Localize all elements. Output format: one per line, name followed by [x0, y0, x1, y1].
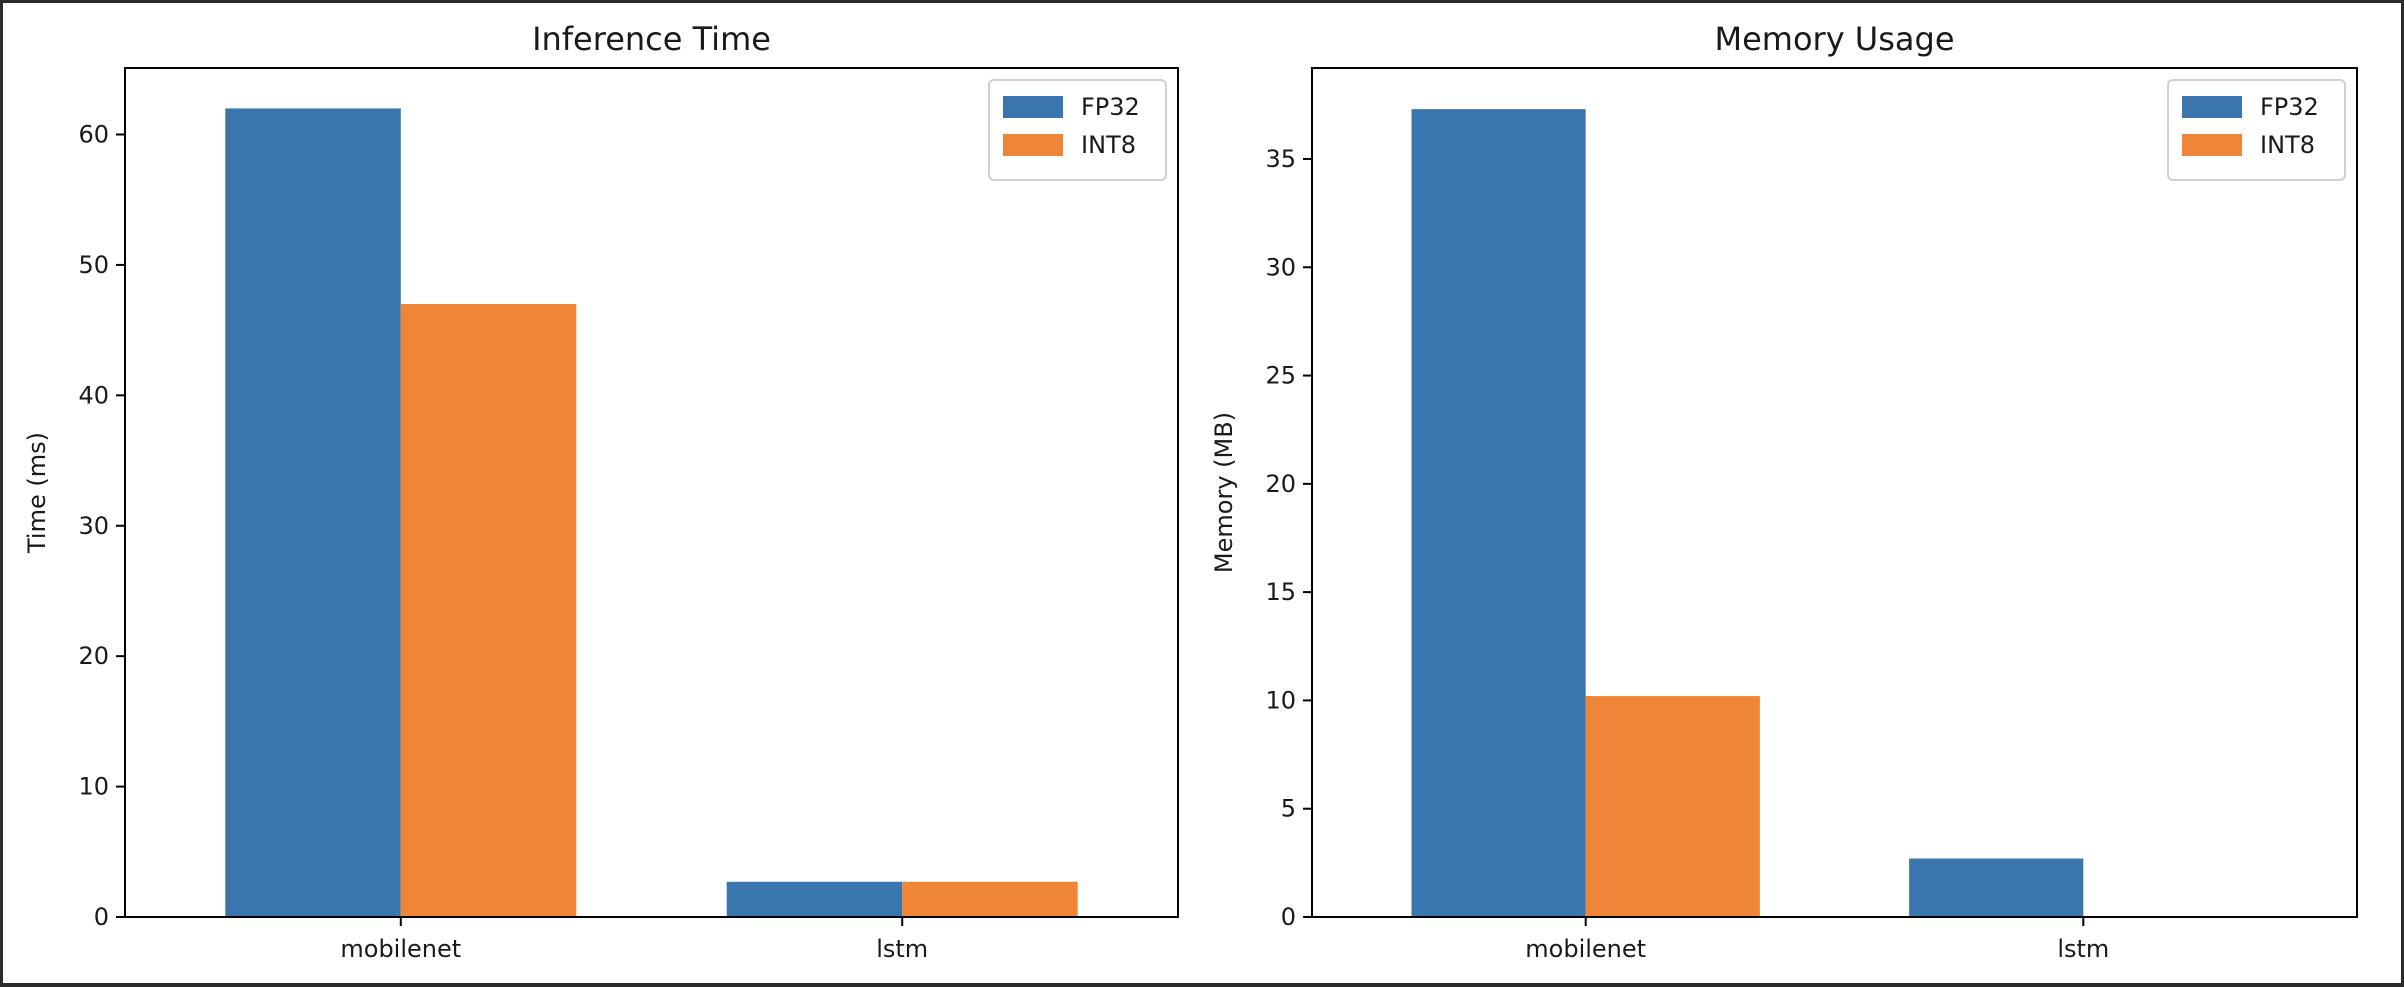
y-tick-label-memory-usage: 20: [1265, 470, 1296, 498]
chart-title-memory-usage: Memory Usage: [1714, 20, 1954, 58]
legend-swatch-fp32: [1003, 96, 1063, 118]
y-tick-label-inference-time: 10: [78, 773, 109, 801]
chart-inference-time: Inference Time Time (ms) 0 10 20 30 40 50 60 mobi…: [23, 20, 1179, 963]
bar-inference-time-fp32-lstm: [726, 881, 903, 917]
bar-memory-usage-fp32-mobilenet: [1411, 109, 1586, 917]
y-axis-label-inference-time: Time (ms): [23, 432, 51, 554]
bar-inference-time-fp32-mobilenet: [225, 108, 401, 917]
y-axis-label-memory-usage: Memory (MB): [1210, 412, 1238, 573]
plot-frame-inference-time: [124, 67, 1179, 918]
legend-inference-time: FP32 INT8: [988, 79, 1167, 181]
y-tick-label-inference-time: 0: [94, 903, 109, 931]
legend-swatch-int8: [1003, 134, 1063, 156]
x-tick-label-inference-time-mobilenet: mobilenet: [340, 935, 461, 963]
plot-frame-memory-usage: [1311, 67, 2358, 918]
bar-memory-usage-int8-mobilenet: [1585, 696, 1760, 917]
x-tick-label-inference-time-lstm: lstm: [876, 935, 928, 963]
bar-inference-time-int8-lstm: [902, 881, 1078, 917]
y-tick-label-inference-time: 60: [78, 121, 109, 149]
legend-swatch-int8: [2182, 134, 2242, 156]
y-tick-label-inference-time: 50: [78, 251, 109, 279]
figure-canvas: Inference Time Time (ms) 0 10 20 30 40 50 60 mobi…: [3, 3, 2401, 983]
y-tick-label-memory-usage: 30: [1265, 253, 1296, 281]
y-tick-label-memory-usage: 5: [1281, 795, 1296, 823]
bar-memory-usage-fp32-lstm: [1909, 858, 2084, 917]
y-tick-label-inference-time: 30: [78, 512, 109, 540]
y-tick-label-memory-usage: 25: [1265, 362, 1296, 390]
x-tick-label-memory-usage-lstm: lstm: [2057, 935, 2109, 963]
y-tick-label-memory-usage: 35: [1265, 145, 1296, 173]
y-tick-label-memory-usage: 10: [1265, 686, 1296, 714]
bar-inference-time-int8-mobilenet: [400, 304, 577, 918]
chart-memory-usage: Memory Usage Memory (MB) 0 5 10 15 20 25 30 35 mob…: [1210, 20, 2358, 963]
legend-label-fp32: FP32: [2260, 93, 2319, 121]
legend-memory-usage: FP32 INT8: [2167, 79, 2346, 181]
legend-swatch-fp32: [2182, 96, 2242, 118]
legend-label-int8: INT8: [1081, 131, 1136, 159]
chart-title-inference-time: Inference Time: [532, 20, 771, 58]
y-tick-label-memory-usage: 0: [1281, 903, 1296, 931]
legend-label-fp32: FP32: [1081, 93, 1140, 121]
y-tick-label-inference-time: 20: [78, 642, 109, 670]
y-tick-label-inference-time: 40: [78, 381, 109, 409]
x-tick-label-memory-usage-mobilenet: mobilenet: [1525, 935, 1646, 963]
legend-label-int8: INT8: [2260, 131, 2315, 159]
y-tick-label-memory-usage: 15: [1265, 578, 1296, 606]
